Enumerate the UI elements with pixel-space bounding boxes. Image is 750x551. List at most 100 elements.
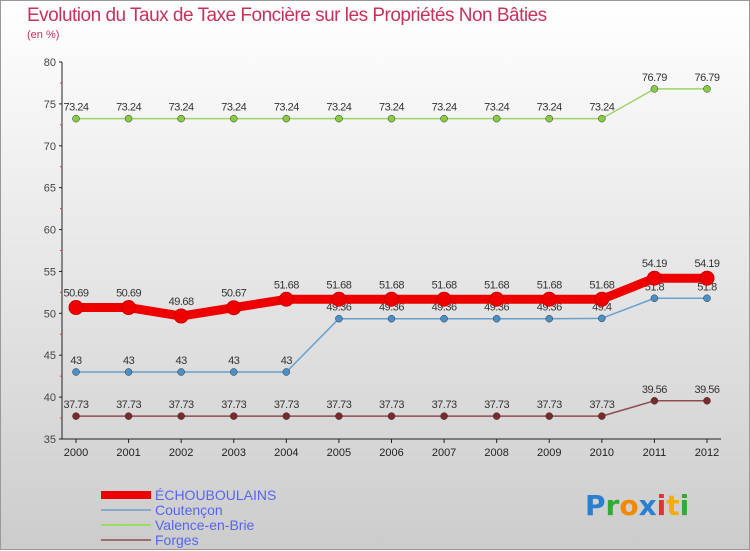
data-point	[703, 397, 711, 405]
data-label: 37.73	[169, 399, 194, 411]
data-label: 51.68	[432, 279, 457, 291]
data-point	[594, 291, 610, 307]
data-point	[177, 368, 185, 376]
x-tick-label: 2011	[643, 447, 667, 459]
data-label: 73.24	[379, 102, 404, 114]
data-point	[278, 291, 294, 307]
data-label: 49.68	[169, 296, 194, 308]
data-point	[177, 114, 185, 123]
data-label: 43	[123, 355, 135, 367]
data-label: 73.24	[274, 102, 299, 114]
data-point	[335, 314, 343, 323]
data-point	[230, 114, 238, 123]
data-label: 51.8	[697, 281, 717, 293]
data-label: 73.24	[63, 102, 88, 114]
data-point	[541, 291, 557, 307]
data-point	[436, 291, 452, 307]
y-tick-label: 50	[44, 308, 56, 320]
data-point	[72, 412, 80, 420]
data-point	[124, 412, 133, 420]
data-label: 43	[176, 355, 188, 367]
data-label: 73.24	[537, 102, 562, 114]
proxiti-logo: Proxiti	[585, 489, 689, 522]
legend-item-coutencon: Coutençon	[101, 502, 276, 517]
data-point	[335, 412, 343, 420]
data-point	[173, 308, 189, 324]
legend-label: Valence-en-Brie	[155, 516, 255, 533]
y-tick-label: 55	[44, 266, 56, 278]
data-point	[598, 412, 606, 420]
y-tick-label: 80	[44, 57, 56, 69]
data-point	[545, 412, 553, 420]
data-label: 73.24	[484, 102, 509, 114]
data-label: 37.73	[274, 399, 299, 411]
legend-swatch	[101, 490, 151, 499]
legend-item-echouboulains: ÉCHOUBOULAINS	[101, 487, 276, 502]
data-label: 54.19	[694, 258, 719, 270]
data-label: 76.79	[694, 72, 719, 84]
legend-swatch	[101, 508, 151, 511]
data-point	[545, 314, 553, 323]
x-tick-label: 2010	[590, 447, 614, 459]
data-label: 51.68	[379, 279, 404, 291]
data-point	[440, 412, 448, 420]
data-point	[492, 314, 501, 323]
data-label: 49.36	[326, 302, 351, 314]
data-label: 51.68	[326, 279, 351, 291]
data-label: 37.73	[537, 399, 562, 411]
data-point	[699, 270, 715, 286]
legend-label: Coutençon	[155, 501, 223, 518]
data-label: 49.36	[484, 302, 509, 314]
logo-letter: t	[666, 489, 680, 522]
data-label: 37.73	[432, 399, 457, 411]
data-label: 37.73	[63, 399, 88, 411]
legend-swatch	[101, 523, 151, 526]
data-point	[492, 114, 501, 123]
data-label: 73.24	[432, 102, 457, 114]
data-label: 39.56	[694, 384, 719, 396]
data-label: 51.68	[537, 279, 562, 291]
data-label: 43	[228, 355, 240, 367]
data-point	[282, 412, 291, 420]
x-tick-label: 2002	[169, 447, 193, 459]
data-label: 73.24	[116, 102, 141, 114]
y-tick-label: 60	[44, 225, 56, 237]
data-label: 50.69	[63, 288, 88, 300]
data-point	[650, 85, 659, 93]
x-tick-label: 2001	[116, 447, 140, 459]
data-label: 49.36	[379, 302, 404, 314]
data-point	[124, 368, 133, 376]
y-tick-label: 65	[44, 183, 56, 195]
x-tick-label: 2012	[695, 447, 719, 459]
legend-item-valence: Valence-en-Brie	[101, 517, 276, 532]
data-label: 51.68	[274, 279, 299, 291]
logo-letter: i	[679, 489, 690, 522]
data-label: 73.24	[589, 102, 614, 114]
legend-label: Forges	[155, 531, 199, 548]
logo-letter: r	[605, 489, 620, 522]
data-point	[384, 291, 399, 307]
x-tick-label: 2007	[432, 447, 456, 459]
data-point	[282, 114, 291, 123]
chart-title: Evolution du Taux de Taxe Foncière sur l…	[27, 5, 547, 26]
data-point	[440, 114, 448, 123]
legend-swatch	[101, 538, 151, 541]
data-label: 73.24	[221, 102, 246, 114]
data-label: 37.73	[116, 399, 141, 411]
data-label: 50.69	[116, 288, 141, 300]
logo-letter: o	[619, 489, 639, 522]
data-label: 37.73	[221, 399, 246, 411]
logo-letter: P	[585, 489, 606, 522]
x-tick-label: 2009	[537, 447, 561, 459]
data-label: 51.68	[589, 279, 614, 291]
x-tick-label: 2003	[222, 447, 246, 459]
data-point	[68, 300, 84, 316]
data-label: 37.73	[326, 399, 351, 411]
data-label: 73.24	[326, 102, 351, 114]
data-point	[121, 300, 137, 316]
data-label: 43	[281, 355, 293, 367]
data-label: 51.68	[484, 279, 509, 291]
data-point	[72, 368, 80, 376]
x-tick-label: 2008	[484, 447, 508, 459]
